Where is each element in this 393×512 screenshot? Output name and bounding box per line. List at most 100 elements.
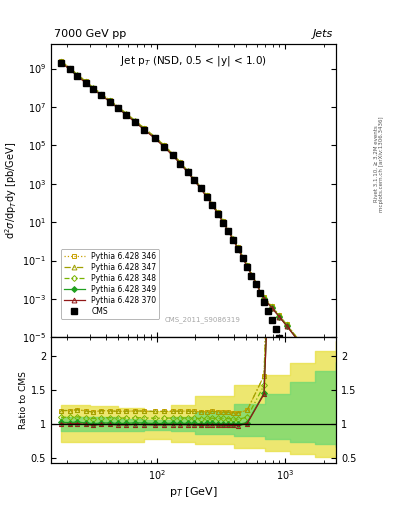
Pythia 6.428 349 [83,79,88,86]
CMS [221,220,226,226]
CMS [133,119,138,125]
Pythia 6.428 347 [270,303,274,309]
Pythia 6.428 348 [236,245,241,251]
Pythia 6.428 370 [226,228,231,234]
Pythia 6.428 349 [231,237,236,243]
Pythia 6.428 346 [262,294,266,301]
Pythia 6.428 370 [83,80,88,86]
Pythia 6.428 370 [262,296,266,302]
Pythia 6.428 348 [210,202,215,208]
Pythia 6.428 346 [185,167,190,174]
CMS [59,60,64,66]
Pythia 6.428 346 [91,84,95,91]
Pythia 6.428 346 [192,176,196,182]
CMS [249,273,254,279]
CMS [281,345,285,351]
CMS [124,112,129,118]
Pythia 6.428 347 [170,151,175,157]
CMS [192,177,196,183]
Text: Jets: Jets [313,29,333,39]
Pythia 6.428 346 [99,91,104,97]
CMS [270,317,274,323]
Pythia 6.428 349 [226,228,231,234]
Pythia 6.428 349 [270,305,274,311]
Legend: Pythia 6.428 346, Pythia 6.428 347, Pythia 6.428 348, Pythia 6.428 349, Pythia 6: Pythia 6.428 346, Pythia 6.428 347, Pyth… [61,249,159,319]
Pythia 6.428 348 [162,143,166,149]
Pythia 6.428 349 [221,220,226,226]
Pythia 6.428 348 [75,72,80,78]
CMS [266,308,270,314]
Pythia 6.428 348 [312,374,316,380]
Pythia 6.428 370 [192,177,196,183]
Pythia 6.428 347 [226,227,231,233]
CMS [309,415,313,421]
CMS [273,326,278,332]
Pythia 6.428 348 [277,313,282,319]
Pythia 6.428 346 [236,244,241,250]
Pythia 6.428 346 [116,104,121,110]
Line: Pythia 6.428 349: Pythia 6.428 349 [59,60,323,397]
Pythia 6.428 348 [231,236,236,242]
Pythia 6.428 347 [298,339,303,346]
Pythia 6.428 349 [59,59,64,66]
Pythia 6.428 346 [226,227,231,233]
Pythia 6.428 349 [91,86,95,92]
Pythia 6.428 346 [68,65,72,71]
Pythia 6.428 370 [221,220,226,226]
CMS [262,299,266,305]
Pythia 6.428 346 [124,111,129,117]
CMS [312,423,316,429]
Pythia 6.428 346 [83,78,88,84]
Pythia 6.428 347 [277,312,282,318]
Pythia 6.428 347 [318,391,323,397]
Pythia 6.428 349 [285,323,289,329]
Pythia 6.428 349 [133,119,138,125]
CMS [302,398,307,404]
Pythia 6.428 347 [107,97,112,103]
Y-axis label: Ratio to CMS: Ratio to CMS [19,371,28,430]
Pythia 6.428 347 [312,374,316,380]
Pythia 6.428 346 [75,72,80,78]
Pythia 6.428 348 [204,193,209,199]
Pythia 6.428 349 [162,143,166,150]
Pythia 6.428 370 [142,126,147,133]
Pythia 6.428 370 [236,246,241,252]
CMS [295,380,300,387]
Pythia 6.428 346 [204,193,209,199]
Pythia 6.428 348 [83,79,88,85]
Pythia 6.428 347 [221,218,226,224]
Pythia 6.428 370 [99,92,104,98]
Text: Rivet 3.1.10, ≥ 3.2M events: Rivet 3.1.10, ≥ 3.2M events [374,125,379,202]
Pythia 6.428 347 [68,65,72,71]
Line: Pythia 6.428 370: Pythia 6.428 370 [59,60,323,397]
Pythia 6.428 346 [221,218,226,224]
Pythia 6.428 370 [153,136,158,142]
CMS [241,254,245,261]
CMS [236,246,241,252]
Pythia 6.428 347 [185,167,190,174]
X-axis label: p$_T$ [GeV]: p$_T$ [GeV] [169,485,218,499]
Pythia 6.428 347 [204,193,209,199]
Pythia 6.428 347 [262,294,266,301]
Pythia 6.428 348 [116,104,121,111]
Pythia 6.428 347 [124,111,129,117]
Pythia 6.428 346 [305,356,310,362]
Pythia 6.428 370 [318,392,323,398]
Pythia 6.428 347 [75,72,80,78]
Pythia 6.428 370 [68,67,72,73]
Pythia 6.428 346 [216,209,220,216]
Pythia 6.428 347 [142,125,147,132]
CMS [292,371,296,377]
Pythia 6.428 347 [216,209,220,216]
CMS [198,185,203,191]
Y-axis label: d$^2\sigma$/dp$_T$dy [pb/GeV]: d$^2\sigma$/dp$_T$dy [pb/GeV] [4,142,20,239]
Pythia 6.428 348 [107,98,112,104]
Pythia 6.428 348 [133,118,138,124]
Text: mcplots.cern.ch [arXiv:1306.3436]: mcplots.cern.ch [arXiv:1306.3436] [380,116,384,211]
Pythia 6.428 346 [298,339,303,346]
Pythia 6.428 346 [162,142,166,148]
Pythia 6.428 348 [270,304,274,310]
Pythia 6.428 347 [116,104,121,110]
Pythia 6.428 347 [91,84,95,91]
Pythia 6.428 347 [83,78,88,84]
